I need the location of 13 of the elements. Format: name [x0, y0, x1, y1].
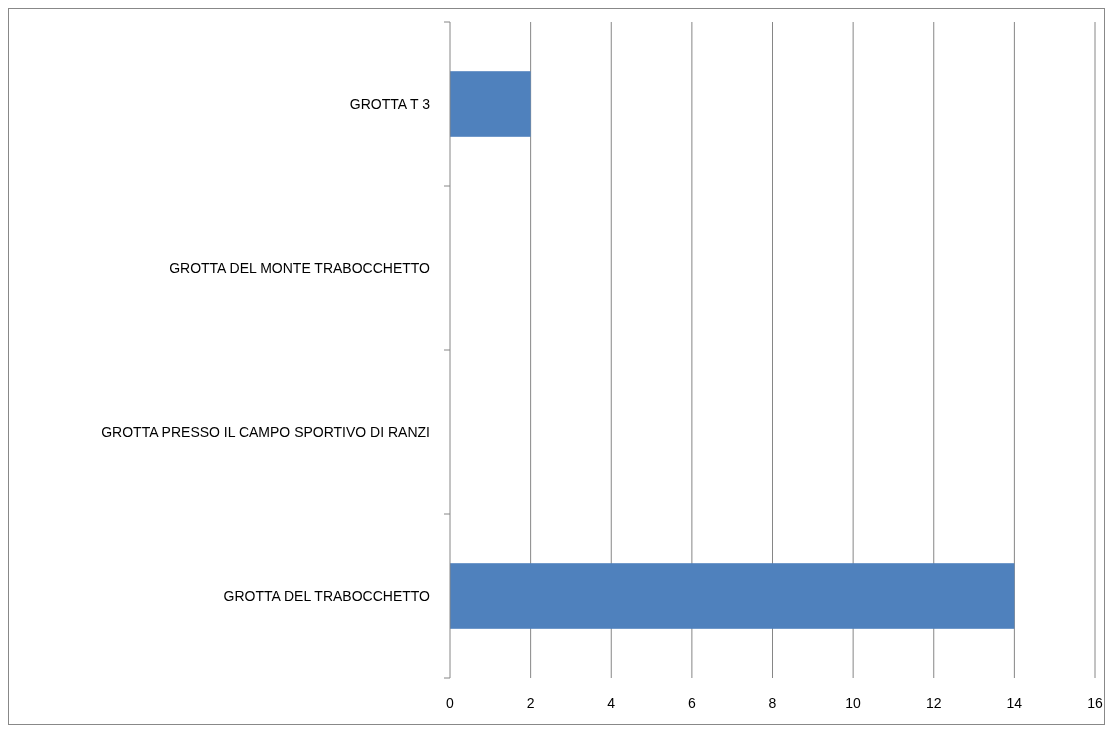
y-tick-label: GROTTA DEL MONTE TRABOCCHETTO [169, 259, 431, 276]
x-tick-label: 16 [1087, 695, 1103, 711]
x-tick-label: 12 [925, 695, 942, 711]
x-tick-label: 2 [526, 695, 535, 711]
x-tick-label: 14 [1006, 695, 1023, 711]
x-tick-label: 4 [607, 695, 616, 711]
x-tick-label: 10 [845, 695, 862, 711]
x-tick-label: 8 [768, 695, 777, 711]
y-tick-label: GROTTA T 3 [349, 95, 431, 112]
x-tick-label: 0 [446, 695, 455, 711]
y-tick-label: GROTTA DEL TRABOCCHETTO [223, 587, 431, 604]
y-tick-label: GROTTA PRESSO IL CAMPO SPORTIVO DI RANZI [101, 423, 430, 440]
x-tick-label: 6 [687, 695, 696, 711]
